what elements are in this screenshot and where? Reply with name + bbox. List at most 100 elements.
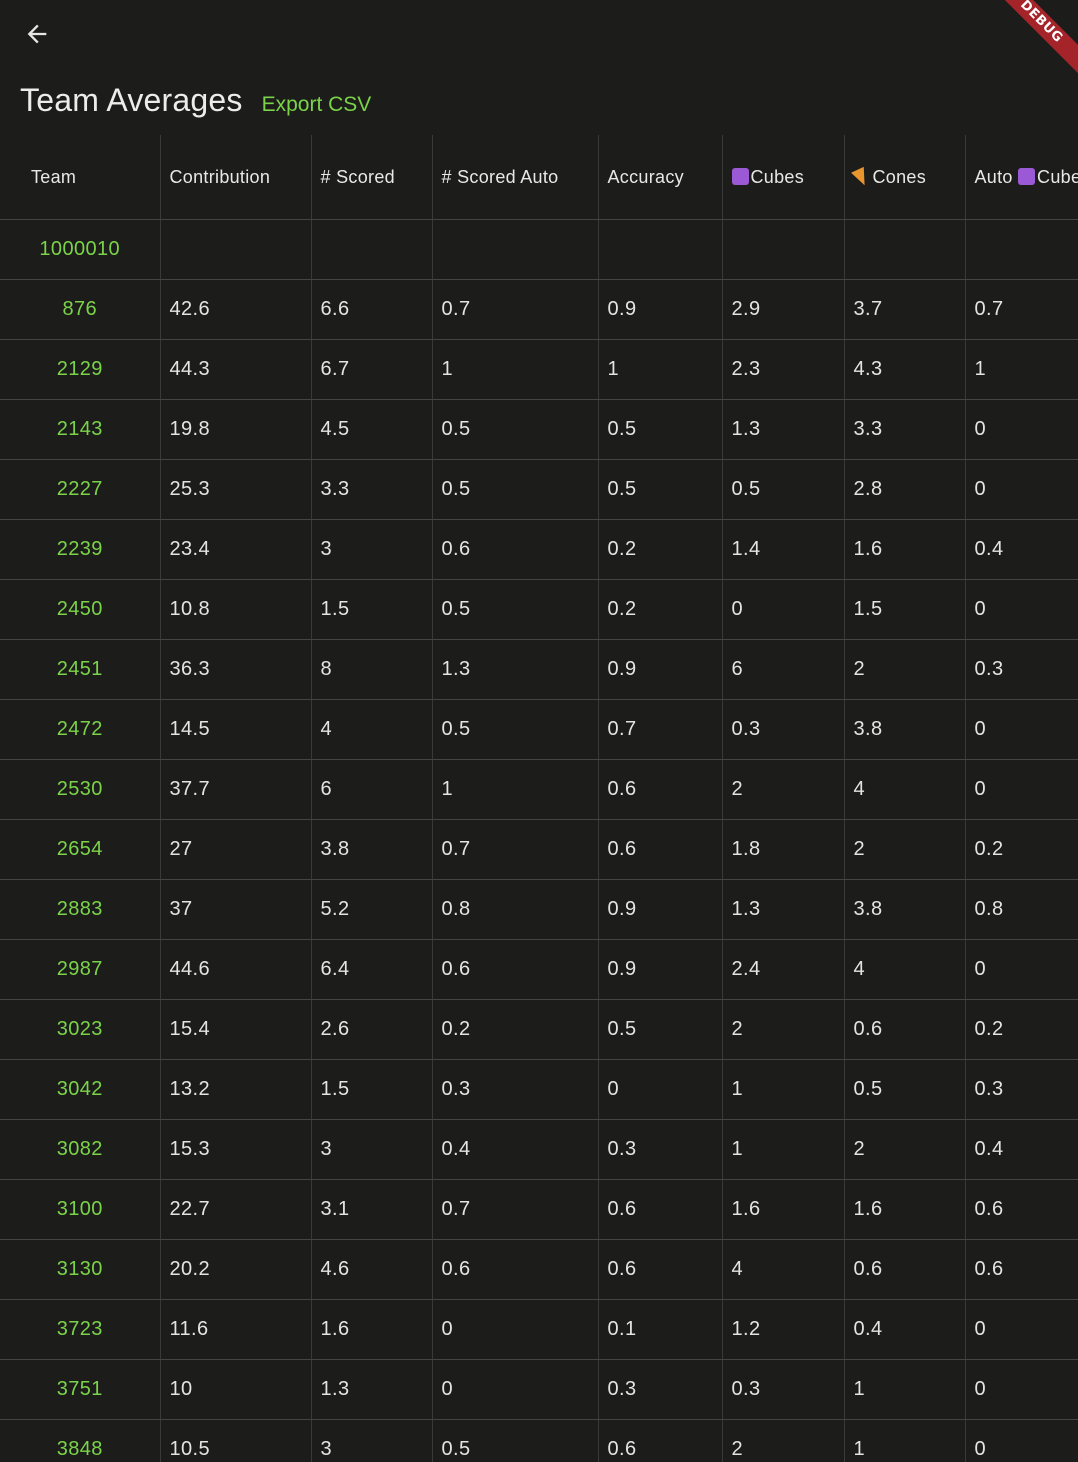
cell-cones: 1.6 [843,1179,965,1240]
cell-auto-cube: 0 [964,459,1078,520]
cell-cubes: 1.8 [721,819,844,880]
team-number-link[interactable]: 2654 [0,819,160,880]
team-number-link[interactable]: 2883 [0,879,160,940]
cell-scored-auto: 0.7 [431,1179,598,1240]
column-header-contribution[interactable]: Contribution [159,135,311,220]
column-header-auto-cube[interactable]: Auto Cube [964,135,1078,220]
cell-contribution: 11.6 [159,1299,311,1360]
cell-cubes: 1.3 [721,399,844,460]
table-header-row: Team Contribution # Scored # Scored Auto Acc… [0,135,1078,220]
table-row[interactable]: 3100 22.7 3.1 0.7 0.6 1.6 1.6 0.6 [0,1179,1078,1240]
cell-cubes: 2 [721,999,844,1060]
team-number-link[interactable]: 2227 [0,459,160,520]
cell-accuracy: 0.1 [597,1299,722,1360]
team-number-link[interactable]: 2450 [0,579,160,640]
team-number-link[interactable]: 3082 [0,1119,160,1180]
table-row[interactable]: 2472 14.5 4 0.5 0.7 0.3 3.8 0 [0,699,1078,760]
team-number-link[interactable]: 3723 [0,1299,160,1360]
column-header-team[interactable]: Team [0,135,160,220]
table-row[interactable]: 2239 23.4 3 0.6 0.2 1.4 1.6 0.4 [0,519,1078,580]
cell-scored-auto: 0.2 [431,999,598,1060]
team-number-link[interactable]: 2472 [0,699,160,760]
cell-scored: 4.6 [310,1239,432,1300]
team-number-link[interactable]: 3100 [0,1179,160,1240]
cell-scored: 3 [310,1119,432,1180]
cell-cubes: 0 [721,579,844,640]
table-row[interactable]: 3082 15.3 3 0.4 0.3 1 2 0.4 [0,1119,1078,1180]
table-row[interactable]: 2143 19.8 4.5 0.5 0.5 1.3 3.3 0 [0,399,1078,460]
cell-auto-cube: 0.4 [964,519,1078,580]
cell-accuracy: 0.9 [597,879,722,940]
cell-cubes [721,219,844,280]
cell-auto-cube: 0 [964,1299,1078,1360]
column-header-accuracy[interactable]: Accuracy [597,135,722,220]
column-header-scored-auto[interactable]: # Scored Auto [431,135,598,220]
column-header-scored[interactable]: # Scored [310,135,432,220]
cell-cubes: 1.2 [721,1299,844,1360]
team-number-link[interactable]: 3130 [0,1239,160,1300]
cell-accuracy: 0.3 [597,1359,722,1420]
table-row[interactable]: 2654 27 3.8 0.7 0.6 1.8 2 0.2 [0,819,1078,880]
cell-auto-cube: 0.7 [964,279,1078,340]
cell-contribution: 36.3 [159,639,311,700]
cell-cones: 1.5 [843,579,965,640]
team-number-link[interactable]: 2239 [0,519,160,580]
table-row[interactable]: 3848 10.5 3 0.5 0.6 2 1 0 [0,1419,1078,1462]
table-row[interactable]: 1000010 [0,219,1078,280]
column-header-label: # Scored [320,166,395,187]
cell-scored-auto: 0.5 [431,459,598,520]
team-number-link[interactable]: 2530 [0,759,160,820]
table-row[interactable]: 2227 25.3 3.3 0.5 0.5 0.5 2.8 0 [0,459,1078,520]
table-row[interactable]: 3723 11.6 1.6 0 0.1 1.2 0.4 0 [0,1299,1078,1360]
table-row[interactable]: 2450 10.8 1.5 0.5 0.2 0 1.5 0 [0,579,1078,640]
table-row[interactable]: 2987 44.6 6.4 0.6 0.9 2.4 4 0 [0,939,1078,1000]
export-csv-button[interactable]: Export CSV [261,93,372,116]
cell-cones: 0.5 [843,1059,965,1120]
cell-scored: 3.3 [310,459,432,520]
team-number-link[interactable]: 3848 [0,1419,160,1462]
team-number-link[interactable]: 876 [0,279,160,340]
cell-scored: 1.3 [310,1359,432,1420]
cell-cubes: 2.9 [721,279,844,340]
cell-contribution: 42.6 [159,279,311,340]
cell-cones: 2.8 [843,459,965,520]
back-button[interactable] [14,12,60,56]
cell-scored: 6.4 [310,939,432,1000]
cell-accuracy: 0.5 [597,399,722,460]
table-row[interactable]: 3023 15.4 2.6 0.2 0.5 2 0.6 0.2 [0,999,1078,1060]
team-number-link[interactable]: 3042 [0,1059,160,1120]
arrow-left-icon [27,24,47,44]
cell-cones: 0.6 [843,999,965,1060]
title-row: Team Averages Export CSV [20,82,371,126]
team-number-link[interactable]: 1000010 [0,219,160,280]
table-row[interactable]: 2129 44.3 6.7 1 1 2.3 4.3 1 [0,339,1078,400]
team-number-link[interactable]: 3751 [0,1359,160,1420]
table-row[interactable]: 2451 36.3 8 1.3 0.9 6 2 0.3 [0,639,1078,700]
table-body: 1000010 876 42.6 6.6 0.7 0.9 2.9 3.7 0.7 2129 44.3… [0,219,1078,1462]
team-number-link[interactable]: 2451 [0,639,160,700]
table-row[interactable]: 2883 37 5.2 0.8 0.9 1.3 3.8 0.8 [0,879,1078,940]
cell-cones: 1 [843,1359,965,1420]
team-number-link[interactable]: 2129 [0,339,160,400]
table-row[interactable]: 3130 20.2 4.6 0.6 0.6 4 0.6 0.6 [0,1239,1078,1300]
team-number-link[interactable]: 2143 [0,399,160,460]
cell-contribution: 27 [159,819,311,880]
column-header-cones[interactable]: Cones [843,135,965,220]
column-header-cubes[interactable]: Cubes [721,135,844,220]
cell-accuracy: 1 [597,339,722,400]
table-row[interactable]: 3751 10 1.3 0 0.3 0.3 1 0 [0,1359,1078,1420]
table-row[interactable]: 876 42.6 6.6 0.7 0.9 2.9 3.7 0.7 [0,279,1078,340]
team-number-link[interactable]: 3023 [0,999,160,1060]
cell-contribution: 14.5 [159,699,311,760]
column-header-label: Accuracy [607,166,684,187]
table-row[interactable]: 3042 13.2 1.5 0.3 0 1 0.5 0.3 [0,1059,1078,1120]
cell-auto-cube: 0 [964,699,1078,760]
table-row[interactable]: 2530 37.7 6 1 0.6 2 4 0 [0,759,1078,820]
cell-scored-auto: 0 [431,1299,598,1360]
cell-auto-cube: 1 [964,339,1078,400]
cell-auto-cube: 0 [964,399,1078,460]
cell-cones: 2 [843,639,965,700]
team-number-link[interactable]: 2987 [0,939,160,1000]
averages-table-container[interactable]: Team Contribution # Scored # Scored Auto Acc… [0,135,1078,1462]
